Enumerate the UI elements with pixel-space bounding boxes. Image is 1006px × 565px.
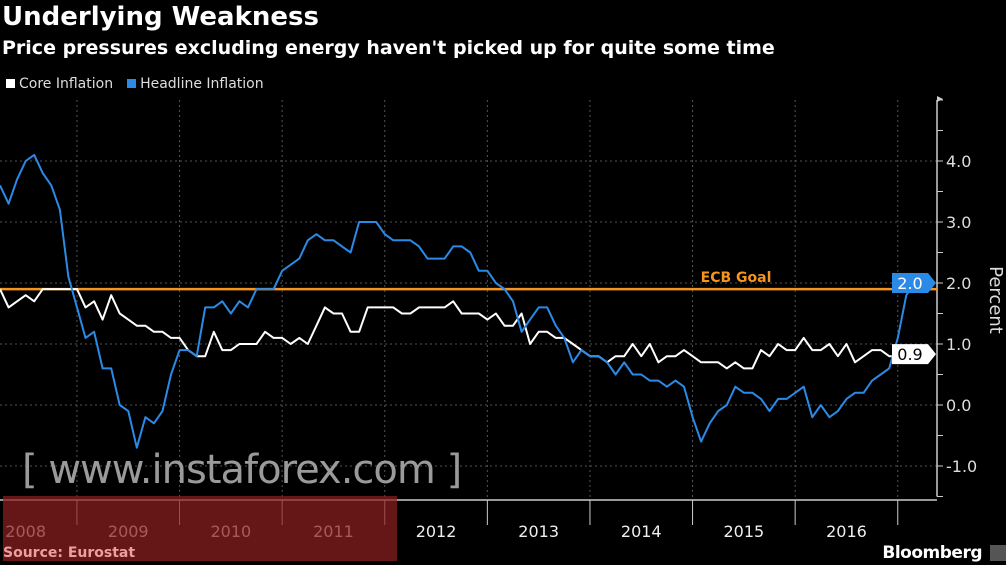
- y-tick-label: 0.0: [946, 396, 971, 415]
- x-tick-label: 2016: [826, 522, 867, 541]
- x-tick-label: 2014: [621, 522, 662, 541]
- core-end-value: 0.9: [897, 345, 922, 364]
- y-tick-label: 1.0: [946, 335, 971, 354]
- core-end-badge: [892, 344, 936, 365]
- chart-subtitle: Price pressures excluding energy haven't…: [2, 37, 775, 59]
- y-tick-label: 2.0: [946, 274, 971, 293]
- ecb-goal-label: ECB Goal: [701, 270, 772, 286]
- headline-end-badge: [892, 273, 936, 293]
- headline-inflation-line: [0, 153, 916, 449]
- y-tick-label: 3.0: [946, 213, 971, 232]
- chart-title: Underlying Weakness: [2, 2, 319, 32]
- y-axis-arrow: [937, 96, 943, 102]
- y-axis-label: Percent: [985, 266, 1006, 334]
- x-tick-label: 2015: [723, 522, 764, 541]
- logo-icon: [990, 545, 1006, 561]
- bloomberg-logo: Bloomberg: [882, 543, 982, 563]
- legend-swatch: [6, 79, 15, 88]
- x-tick-label: 2012: [416, 522, 457, 541]
- legend-item-headline: Headline Inflation: [127, 76, 264, 92]
- x-tick-label: 2013: [518, 522, 559, 541]
- core-inflation-line: [0, 288, 915, 370]
- legend: Core Inflation Headline Inflation: [6, 76, 264, 92]
- watermark: [3, 496, 397, 561]
- legend-item-core: Core Inflation: [6, 76, 113, 92]
- headline-end-value: 2.0: [897, 274, 922, 293]
- legend-swatch: [127, 79, 137, 88]
- source-note: Source: Eurostat: [3, 545, 136, 561]
- y-tick-label: -1.0: [946, 457, 977, 476]
- y-tick-label: 4.0: [946, 152, 971, 171]
- watermark-text: [ www.instaforex.com ]: [22, 447, 462, 493]
